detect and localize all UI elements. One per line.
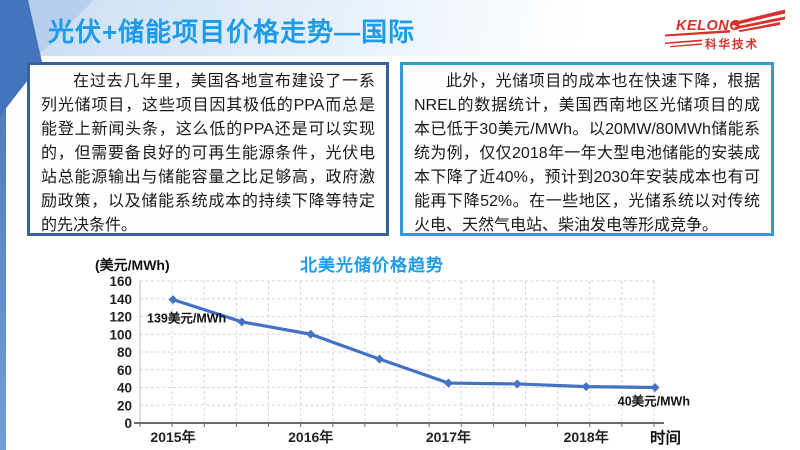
- y-tick-label: 0: [124, 416, 132, 431]
- price-trend-chart: (美元/MWh) 北美光储价格趋势 0 20 40 60 80 100 120 140 160 2…: [85, 250, 725, 446]
- logo-sub-swoosh-2: [670, 43, 702, 48]
- logo-wing-stroke-1: [730, 9, 785, 26]
- annotation-label: 40美元/MWh: [618, 394, 690, 409]
- data-point-marker: [306, 329, 316, 339]
- data-point-marker: [168, 295, 178, 305]
- corner-decoration: [0, 0, 94, 116]
- x-tick-label: 2018年: [564, 429, 609, 445]
- data-point-marker: [237, 317, 247, 327]
- us-ppa-textbox: 在过去几年里，美国各地宣布建设了一系列光储项目，这些项目因其极低的PPA而总是能…: [27, 62, 389, 236]
- cost-decline-text: 此外，光储项目的成本也在快速下降，根据NREL的数据统计，美国西南地区光储项目的…: [414, 73, 760, 234]
- cost-decline-textbox: 此外，光储项目的成本也在快速下降，根据NREL的数据统计，美国西南地区光储项目的…: [400, 62, 774, 236]
- y-tick-label: 140: [109, 292, 132, 307]
- left-edge-bar: [0, 0, 6, 450]
- logo-wing-stroke-3: [738, 22, 780, 32]
- corner-dark-ribbon: [0, 0, 42, 116]
- y-tick-label: 40: [117, 381, 132, 396]
- x-tick-label: 2017年: [426, 429, 471, 445]
- chart-line: [171, 298, 657, 390]
- y-tick-label: 100: [109, 327, 132, 342]
- y-tick-label: 60: [117, 363, 132, 378]
- data-point-marker: [650, 383, 660, 392]
- y-tick-label: 120: [109, 310, 132, 325]
- data-point-marker: [443, 378, 453, 388]
- header-band: [6, 0, 646, 56]
- x-tick-label: 2015年: [150, 429, 195, 445]
- chart-y-axis-label: (美元/MWh): [95, 257, 170, 273]
- logo-company-text: 科华技术: [705, 37, 759, 51]
- page-title: 光伏+储能项目价格走势—国际: [48, 17, 416, 47]
- kelong-logo: KELONG 科华技术: [665, 9, 785, 51]
- y-tick-label: 80: [117, 345, 132, 360]
- logo-brand-text: KELONG: [676, 18, 741, 34]
- data-point-marker: [375, 354, 385, 364]
- annotation-label: 139美元/MWh: [147, 311, 226, 326]
- logo-sub-swoosh-1: [665, 39, 702, 44]
- chart-title: 北美光储价格趋势: [300, 256, 444, 275]
- data-point-marker: [581, 382, 591, 392]
- x-tick-label: 2016年: [288, 429, 333, 445]
- y-tick-label: 20: [117, 398, 132, 413]
- us-ppa-text: 在过去几年里，美国各地宣布建设了一系列光储项目，这些项目因其极低的PPA而总是能…: [41, 73, 375, 234]
- data-point-marker: [512, 379, 522, 389]
- y-tick-label: 160: [109, 274, 132, 289]
- x-axis-title: 时间: [650, 428, 681, 446]
- logo-underline-swoosh: [665, 30, 730, 37]
- logo-wing-stroke-2: [734, 16, 785, 29]
- chart-plot: 0 20 40 60 80 100 120 140 160 2015年 2016年 2017年 2018…: [109, 274, 690, 446]
